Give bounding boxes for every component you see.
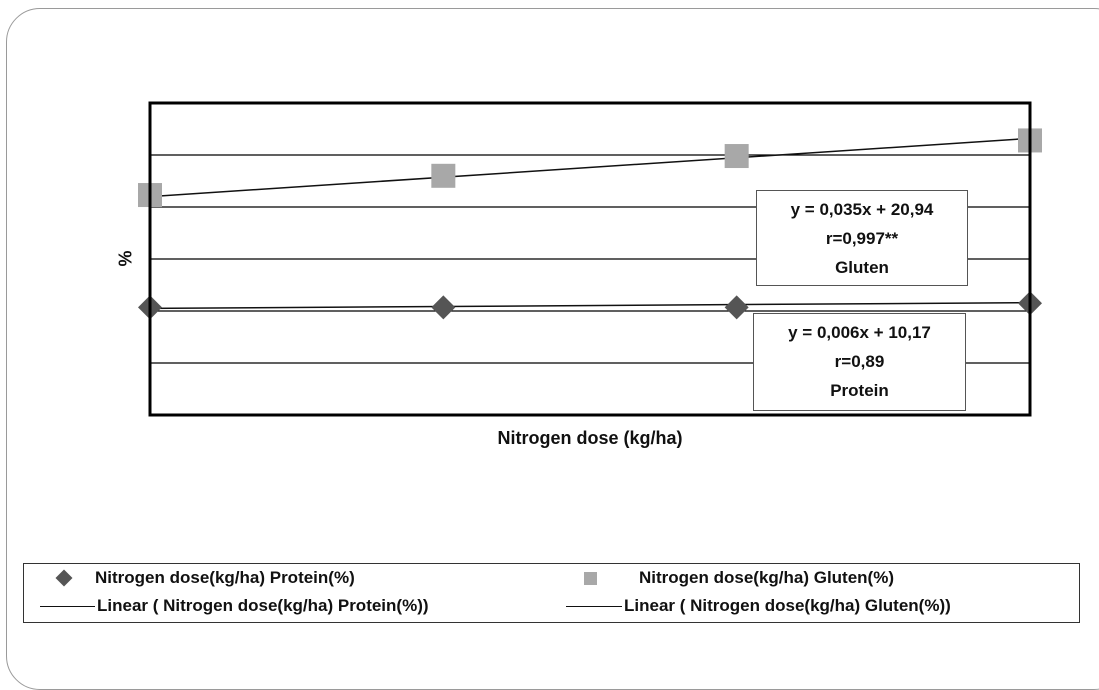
legend: Nitrogen dose(kg/ha) Protein(%) Nitrogen… [23, 563, 1080, 623]
line-icon [566, 605, 622, 607]
gluten-equation-box: y = 0,035x + 20,94 r=0,997** Gluten [756, 190, 968, 286]
legend-label-protein-trend: Linear ( Nitrogen dose(kg/ha) Protein(%)… [97, 596, 429, 615]
legend-item-protein-trend: Linear ( Nitrogen dose(kg/ha) Protein(%)… [40, 596, 429, 616]
legend-item-gluten: Nitrogen dose(kg/ha) Gluten(%) [584, 568, 894, 588]
legend-item-protein: Nitrogen dose(kg/ha) Protein(%) [55, 568, 355, 588]
diamond-marker-icon [55, 569, 73, 587]
protein-label: Protein [830, 381, 889, 400]
protein-equation: y = 0,006x + 10,17 [788, 323, 931, 342]
protein-r-value: r=0,89 [834, 352, 885, 371]
line-icon [40, 605, 95, 607]
trendline-gluten [149, 137, 1031, 198]
gluten-r-value: r=0,997** [825, 229, 899, 248]
protein-equation-box: y = 0,006x + 10,17 r=0,89 Protein [753, 313, 966, 411]
legend-label-protein: Nitrogen dose(kg/ha) Protein(%) [95, 568, 355, 587]
legend-label-gluten: Nitrogen dose(kg/ha) Gluten(%) [639, 568, 894, 587]
legend-label-gluten-trend: Linear ( Nitrogen dose(kg/ha) Gluten(%)) [624, 596, 951, 615]
trendline-protein [149, 301, 1031, 310]
chart-svg [138, 101, 1042, 417]
protein-point [431, 295, 456, 320]
plot-border [148, 101, 1032, 417]
protein-point [724, 295, 749, 320]
gluten-label: Gluten [835, 258, 889, 277]
y-axis-label: % [115, 250, 136, 267]
gluten-point [724, 144, 749, 169]
gluten-point [431, 163, 456, 188]
legend-item-gluten-trend: Linear ( Nitrogen dose(kg/ha) Gluten(%)) [566, 596, 951, 616]
square-marker-icon [584, 571, 597, 585]
x-axis-label: Nitrogen dose (kg/ha) [497, 428, 683, 448]
gluten-equation: y = 0,035x + 20,94 [790, 200, 934, 219]
